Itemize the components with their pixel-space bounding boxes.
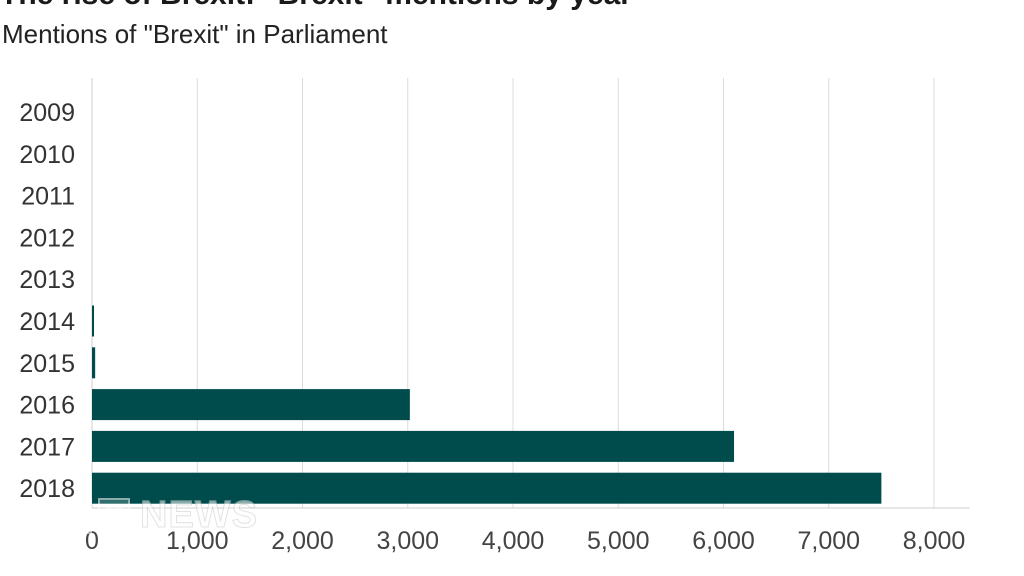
x-tick-label: 5,000 bbox=[587, 527, 650, 555]
category-label: 2017 bbox=[19, 433, 75, 461]
category-label: 2011 bbox=[21, 183, 75, 211]
logo-word-news: NEWS bbox=[140, 494, 258, 537]
category-label: 2015 bbox=[19, 350, 75, 378]
bar bbox=[92, 472, 882, 504]
x-tick-label: 7,000 bbox=[797, 527, 860, 555]
category-label: 2010 bbox=[19, 141, 75, 169]
bar bbox=[92, 389, 410, 421]
x-tick-label: 1,000 bbox=[166, 527, 229, 555]
bbc-news-logo: B B C NEWS bbox=[22, 494, 258, 537]
x-tick-label: 4,000 bbox=[482, 527, 545, 555]
x-tick-labels: 0 1,000 2,000 3,000 4,000 5,000 6,000 7,000 8,00… bbox=[85, 527, 965, 555]
chart-subtitle: Mentions of "Brexit" in Parliament bbox=[2, 19, 388, 49]
x-tick-label: 8,000 bbox=[903, 527, 966, 555]
category-label: 2014 bbox=[19, 308, 75, 336]
chart-title: The rise of Brexit: "Brexit" mentions by… bbox=[0, 0, 632, 12]
category-label: 2012 bbox=[19, 224, 75, 252]
category-label: 2009 bbox=[19, 99, 75, 127]
x-tick-label: 6,000 bbox=[692, 527, 755, 555]
x-tick-label: 3,000 bbox=[376, 527, 439, 555]
x-tick-label: 2,000 bbox=[271, 527, 334, 555]
category-label: 2013 bbox=[19, 266, 75, 294]
x-tick-label: 0 bbox=[85, 527, 99, 555]
bar bbox=[92, 347, 96, 379]
category-label: 2016 bbox=[19, 392, 75, 420]
logo-letter-b1: B bbox=[22, 497, 54, 534]
bar bbox=[92, 305, 94, 337]
logo-letter-b2: B bbox=[60, 497, 92, 534]
bars bbox=[92, 305, 882, 504]
logo-letter-c: C bbox=[98, 497, 130, 534]
bar bbox=[92, 430, 735, 462]
